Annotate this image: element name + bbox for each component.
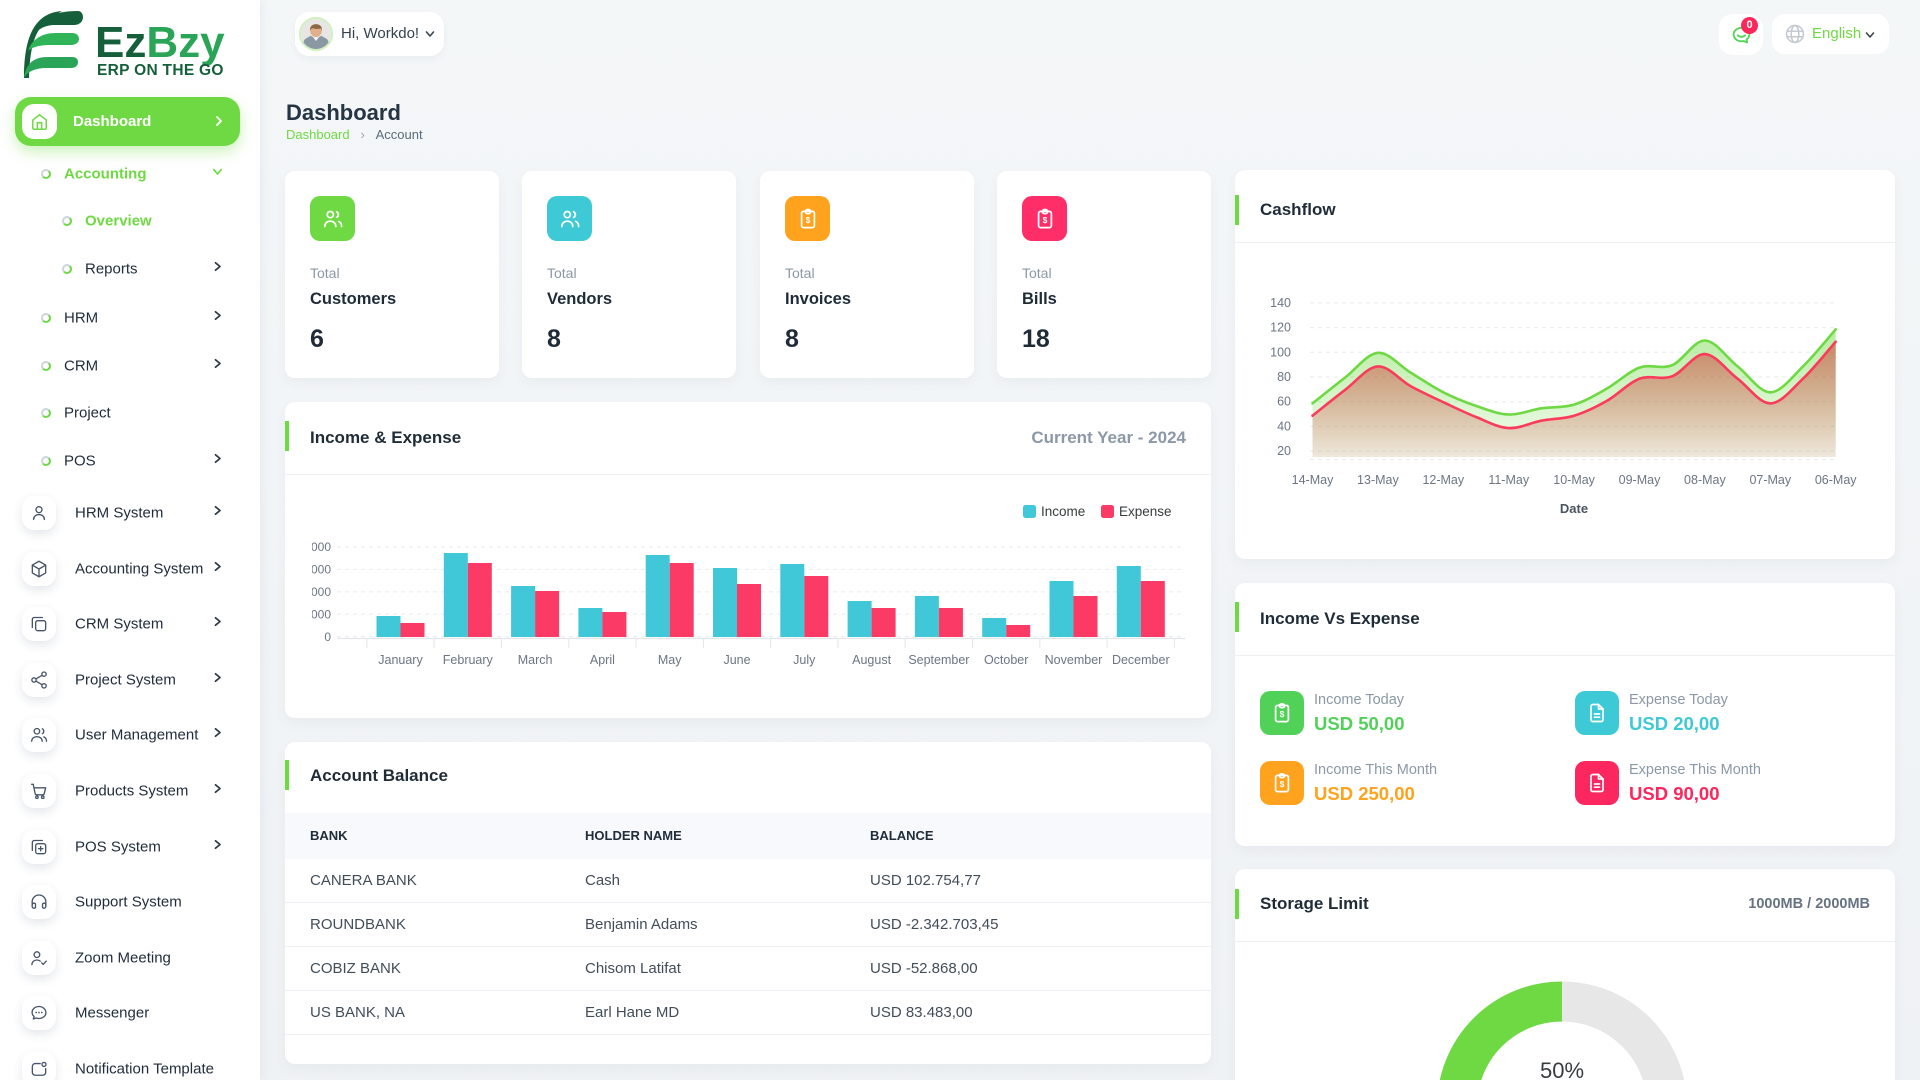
svg-text:ERP ON THE GO: ERP ON THE GO <box>97 62 224 79</box>
svg-text:14-May: 14-May <box>1292 473 1334 487</box>
svg-text:2000: 2000 <box>304 607 331 621</box>
svg-text:November: November <box>1045 653 1103 667</box>
svg-text:10-May: 10-May <box>1553 473 1595 487</box>
svg-text:40: 40 <box>1277 419 1291 433</box>
svg-text:09-May: 09-May <box>1619 473 1661 487</box>
svg-text:20: 20 <box>1277 444 1291 458</box>
svg-text:EzBzy: EzBzy <box>95 18 225 67</box>
svg-text:July: July <box>793 653 816 667</box>
svg-text:11-May: 11-May <box>1488 473 1530 487</box>
svg-text:07-May: 07-May <box>1749 473 1791 487</box>
svg-text:12-May: 12-May <box>1422 473 1464 487</box>
svg-text:0: 0 <box>324 630 331 644</box>
svg-text:80: 80 <box>1277 370 1291 384</box>
svg-text:6000: 6000 <box>304 562 331 576</box>
svg-text:December: December <box>1112 653 1170 667</box>
svg-text:May: May <box>658 653 682 667</box>
svg-text:8000: 8000 <box>304 540 331 554</box>
svg-text:50%: 50% <box>1540 1058 1584 1080</box>
svg-text:$: $ <box>1280 709 1285 719</box>
svg-text:140: 140 <box>1270 296 1291 310</box>
svg-text:$: $ <box>1280 779 1285 789</box>
svg-text:Income: Income <box>1041 504 1085 519</box>
svg-text:Expense: Expense <box>1119 504 1172 519</box>
svg-text:September: September <box>908 653 969 667</box>
svg-text:January: January <box>378 653 423 667</box>
svg-text:March: March <box>518 653 553 667</box>
svg-text:October: October <box>984 653 1028 667</box>
svg-text:Date: Date <box>1560 501 1588 516</box>
svg-text:February: February <box>443 653 494 667</box>
svg-text:60: 60 <box>1277 395 1291 409</box>
svg-text:$: $ <box>805 214 810 224</box>
svg-text:06-May: 06-May <box>1815 473 1857 487</box>
svg-text:120: 120 <box>1270 321 1291 335</box>
svg-text:June: June <box>723 653 750 667</box>
svg-text:13-May: 13-May <box>1357 473 1399 487</box>
svg-text:April: April <box>590 653 615 667</box>
svg-text:4000: 4000 <box>304 585 331 599</box>
svg-text:100: 100 <box>1270 345 1291 359</box>
svg-text:08-May: 08-May <box>1684 473 1726 487</box>
svg-text:August: August <box>852 653 891 667</box>
svg-text:$: $ <box>1042 214 1047 224</box>
